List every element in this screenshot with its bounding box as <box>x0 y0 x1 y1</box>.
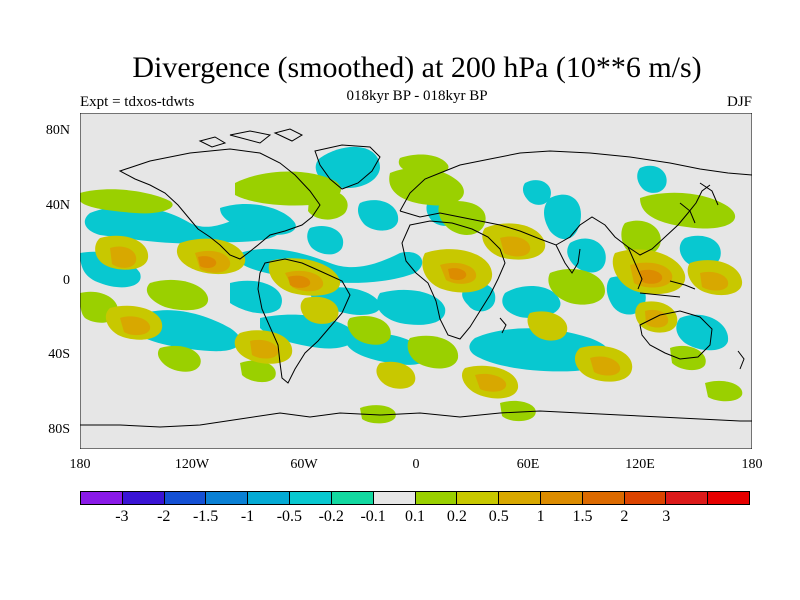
colorbar-swatch-10 <box>499 492 541 504</box>
colorbar-swatch-13 <box>624 492 667 504</box>
colorbar-label-6: -0.1 <box>360 508 386 525</box>
colorbar-swatch-3 <box>206 492 249 504</box>
colorbar-label-5: -0.2 <box>318 508 344 525</box>
colorbar-label-3: -1 <box>240 508 255 525</box>
colorbar-swatch-15 <box>708 492 749 504</box>
colorbar-swatch-6 <box>331 492 374 504</box>
lon-label-60w: 60W <box>290 457 318 472</box>
peak-positive-areas <box>198 256 663 288</box>
colorbar-swatch-12 <box>582 492 625 504</box>
colorbar-label-2: -1.5 <box>192 508 219 525</box>
colorbar-label-9: 0.5 <box>488 508 509 525</box>
colorbar-swatch-9 <box>457 492 500 504</box>
colorbar-swatch-1 <box>122 492 165 504</box>
colorbar-swatch-11 <box>540 492 583 504</box>
colorbar-label-4: -0.5 <box>276 508 303 525</box>
lon-label-60e: 60E <box>516 457 540 472</box>
lon-label-180e: 180 <box>741 457 763 472</box>
coastlines <box>80 128 752 428</box>
colorbar-swatch-7 <box>373 492 416 504</box>
colorbar-swatch-0 <box>81 492 123 504</box>
colorbar-swatch-5 <box>290 492 332 504</box>
colorbar-swatch-8 <box>415 492 458 504</box>
colorbar-label-10: 1 <box>536 508 545 525</box>
lat-label-40n: 40N <box>45 198 70 213</box>
colorbar-label-0: -3 <box>115 508 129 525</box>
colorbar-label-13: 3 <box>662 508 671 525</box>
colorbar-label-11: 1.5 <box>572 508 593 525</box>
colorbar-label-12: 2 <box>620 508 629 525</box>
lon-label-120e: 120E <box>625 457 655 472</box>
colorbar-label-8: 0.2 <box>446 508 467 525</box>
plot-title: Divergence (smoothed) at 200 hPa (10**6 … <box>132 51 702 84</box>
colorbar-swatch-2 <box>164 492 207 504</box>
map-svg <box>80 113 752 449</box>
season-label: DJF <box>726 94 752 110</box>
colorbar-swatch-4 <box>248 492 291 504</box>
lat-label-80n: 80N <box>45 123 70 138</box>
experiment-label: Expt = tdxos-tdwts <box>80 94 195 110</box>
colorbar <box>80 491 750 505</box>
lat-label-80s: 80S <box>48 422 70 437</box>
colorbar-swatch-14 <box>666 492 709 504</box>
plot-subtitle: 018kyr BP - 018kyr BP <box>346 88 488 104</box>
lat-label-0: 0 <box>63 273 70 288</box>
lon-label-120w: 120W <box>174 457 210 472</box>
divergence-map <box>80 113 752 449</box>
lon-label-180w: 180 <box>69 457 91 472</box>
lon-label-0: 0 <box>412 457 420 472</box>
colorbar-label-7: 0.1 <box>405 508 425 525</box>
lat-label-40s: 40S <box>48 347 70 362</box>
colorbar-label-1: -2 <box>157 508 171 525</box>
